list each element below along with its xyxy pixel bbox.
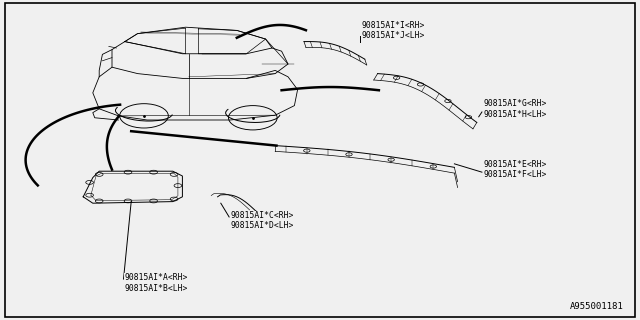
Text: 90815AI*G<RH>
90815AI*H<LH>: 90815AI*G<RH> 90815AI*H<LH> xyxy=(483,99,547,118)
Text: 90815AI*E<RH>
90815AI*F<LH>: 90815AI*E<RH> 90815AI*F<LH> xyxy=(483,160,547,179)
Text: 90815AI*A<RH>
90815AI*B<LH>: 90815AI*A<RH> 90815AI*B<LH> xyxy=(125,274,188,293)
Text: 90815AI*C<RH>
90815AI*D<LH>: 90815AI*C<RH> 90815AI*D<LH> xyxy=(230,211,294,230)
Text: A955001181: A955001181 xyxy=(570,302,624,311)
Text: 90815AI*I<RH>
90815AI*J<LH>: 90815AI*I<RH> 90815AI*J<LH> xyxy=(362,21,425,40)
